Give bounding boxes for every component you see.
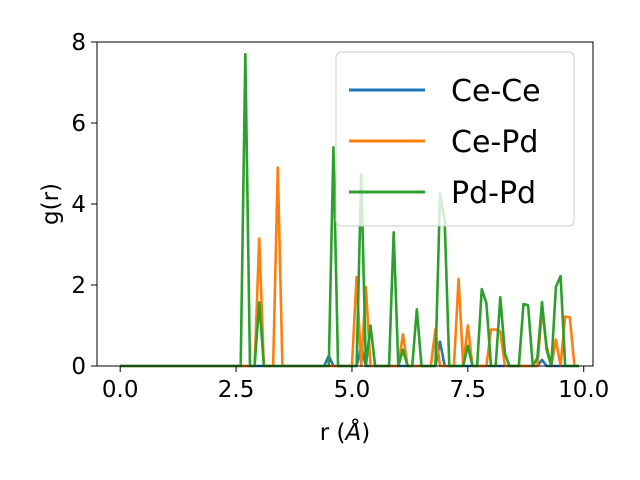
legend-label-ce-pd: Ce-Pd <box>451 125 538 160</box>
x-axis-label: r (Å) <box>320 418 370 446</box>
x-axis-unit: Å <box>344 418 362 446</box>
ticks-layer: 0.0 2.5 5.0 7.5 10.0 0 2 4 6 8 <box>71 30 609 403</box>
y-tick-label: 4 <box>71 192 86 218</box>
y-tick-label: 0 <box>71 354 86 380</box>
x-tick-label: 7.5 <box>450 377 487 403</box>
y-tick-label: 6 <box>71 111 86 137</box>
y-axis-label: g(r) <box>38 183 64 225</box>
y-tick-label: 8 <box>71 30 86 56</box>
x-tick-label: 5.0 <box>334 377 371 403</box>
x-tick-label: 0.0 <box>102 377 139 403</box>
legend-label-pd-pd: Pd-Pd <box>451 176 536 211</box>
legend-frame <box>335 51 575 227</box>
x-tick-label: 10.0 <box>558 377 609 403</box>
legend-label-ce-ce: Ce-Ce <box>451 74 541 109</box>
y-tick-label: 2 <box>71 273 86 299</box>
legend: Ce-Ce Ce-Pd Pd-Pd <box>335 51 575 227</box>
x-tick-label: 2.5 <box>218 377 255 403</box>
